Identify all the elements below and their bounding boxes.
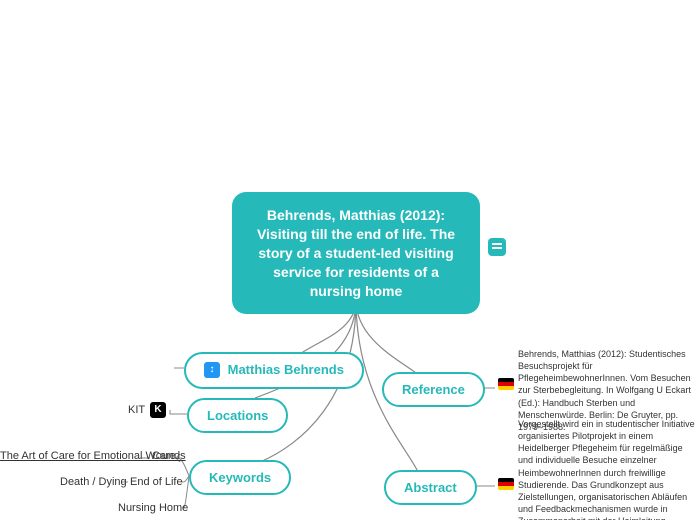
branch-abstract[interactable]: Abstract <box>384 470 477 505</box>
up-down-icon: ↕ <box>204 362 220 378</box>
leaf-death[interactable]: Death / Dying <box>60 476 127 488</box>
leaf-nursing-home[interactable]: Nursing Home <box>118 502 188 514</box>
branch-reference-label: Reference <box>402 382 465 397</box>
branch-reference[interactable]: Reference <box>382 372 485 407</box>
branch-keywords[interactable]: Keywords <box>189 460 291 495</box>
abstract-text: Vorgestellt wird ein in studentischer In… <box>518 418 696 520</box>
branch-author-label: Matthias Behrends <box>228 362 344 377</box>
root-node[interactable]: Behrends, Matthias (2012): Visiting till… <box>232 192 480 314</box>
branch-abstract-label: Abstract <box>404 480 457 495</box>
kit-icon: K <box>150 402 166 418</box>
branch-author[interactable]: ↕ Matthias Behrends <box>184 352 364 389</box>
flag-de-icon <box>498 478 514 490</box>
note-icon[interactable] <box>488 238 506 256</box>
branch-locations-label: Locations <box>207 408 268 423</box>
branch-locations[interactable]: Locations <box>187 398 288 433</box>
branch-keywords-label: Keywords <box>209 470 271 485</box>
leaf-care[interactable]: Care <box>152 450 176 462</box>
flag-de-icon <box>498 378 514 390</box>
leaf-kit[interactable]: KIT <box>128 404 145 416</box>
leaf-end-of-life[interactable]: End of Life <box>130 476 183 488</box>
root-title: Behrends, Matthias (2012): Visiting till… <box>257 207 455 299</box>
